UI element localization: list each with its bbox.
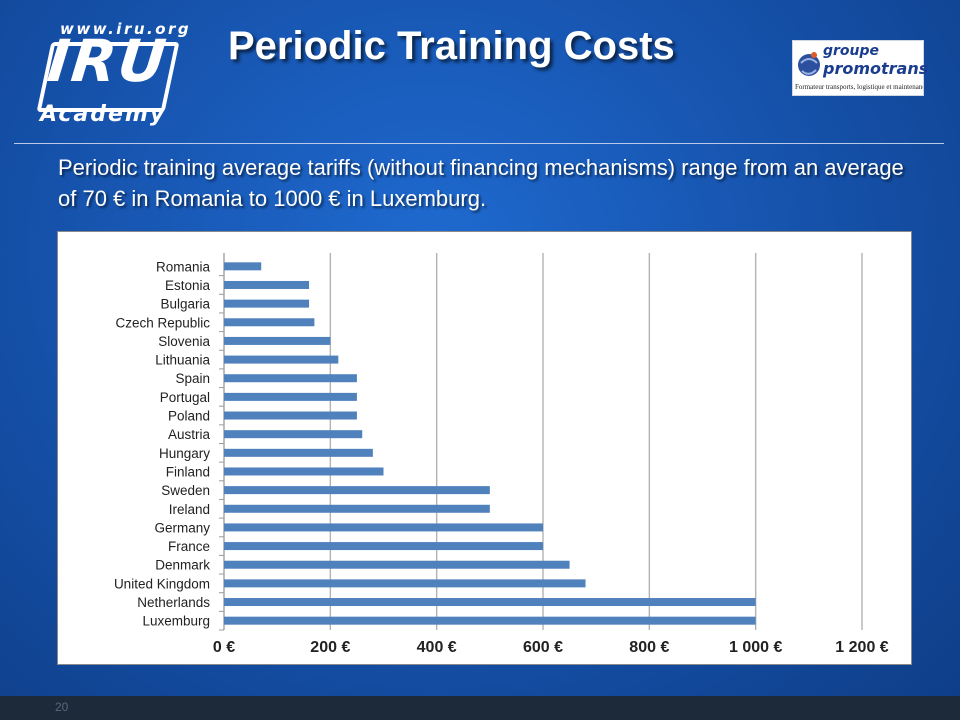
category-label: Denmark [155, 558, 210, 573]
category-label: Austria [168, 427, 211, 442]
bar [224, 262, 262, 271]
x-tick-label: 400 € [417, 639, 457, 656]
bar [224, 467, 384, 476]
bar [224, 523, 543, 532]
category-label: Hungary [159, 446, 210, 461]
x-tick-label: 1 000 € [729, 639, 782, 656]
x-tick-label: 1 200 € [835, 639, 888, 656]
page-number: 20 [55, 700, 69, 714]
category-label: Czech Republic [115, 315, 210, 330]
bar [224, 280, 310, 289]
category-label: Bulgaria [160, 297, 210, 312]
x-tick-label: 600 € [523, 639, 563, 656]
bar [224, 318, 315, 327]
divider [14, 143, 944, 144]
category-label: Ireland [169, 502, 210, 517]
page-title: Periodic Training Costs [228, 24, 675, 68]
bar [224, 486, 490, 495]
promotrans-line2: promotrans [823, 59, 929, 78]
category-label: Poland [168, 409, 210, 424]
chart-panel: 0 € 200 € 400 € 600 € 800 € 1 000 € 1 200 € Rom… [57, 231, 912, 665]
promotrans-tagline: Formateur transports, logistique et main… [795, 83, 923, 91]
bar [224, 504, 490, 513]
category-label: Lithuania [155, 353, 210, 368]
category-label: Romania [156, 259, 211, 274]
category-label: Sweden [161, 483, 210, 498]
bar [224, 374, 357, 383]
bar-chart: 0 € 200 € 400 € 600 € 800 € 1 000 € 1 200 € Rom… [114, 253, 889, 656]
bar [224, 392, 357, 401]
footer-bar: 20 [0, 696, 960, 720]
category-label: Germany [154, 520, 210, 535]
category-label: Spain [175, 371, 210, 386]
category-label: France [168, 539, 210, 554]
bar [224, 411, 357, 420]
category-label: Finland [166, 464, 210, 479]
category-label: Estonia [165, 278, 211, 293]
bar [224, 560, 570, 569]
bar [224, 448, 373, 457]
globe-figure-icon [798, 52, 820, 76]
category-label: Netherlands [137, 595, 210, 610]
logo-url: www.iru.org [60, 20, 192, 38]
category-label: Slovenia [158, 334, 210, 349]
promotrans-logo: groupe promotrans Formateur transports, … [792, 40, 928, 96]
bar [224, 430, 363, 439]
category-label: Luxemburg [142, 614, 210, 629]
bar [224, 336, 331, 345]
x-tick-label: 200 € [310, 639, 350, 656]
bar [224, 355, 339, 364]
category-label: Portugal [160, 390, 210, 405]
x-tick-label: 0 € [213, 639, 235, 656]
bar [224, 598, 756, 607]
bar [224, 542, 543, 551]
subtitle: Periodic training average tariffs (witho… [58, 155, 904, 211]
logo-name: IRU [44, 27, 171, 95]
iru-academy-logo: www.iru.org IRU Academy [36, 18, 192, 136]
logo-academy: Academy [40, 102, 167, 127]
x-tick-label: 800 € [629, 639, 669, 656]
bar [224, 299, 310, 308]
bar [224, 616, 756, 625]
bar [224, 579, 586, 588]
category-label: United Kingdom [114, 576, 210, 591]
promotrans-line1: groupe [823, 43, 880, 59]
